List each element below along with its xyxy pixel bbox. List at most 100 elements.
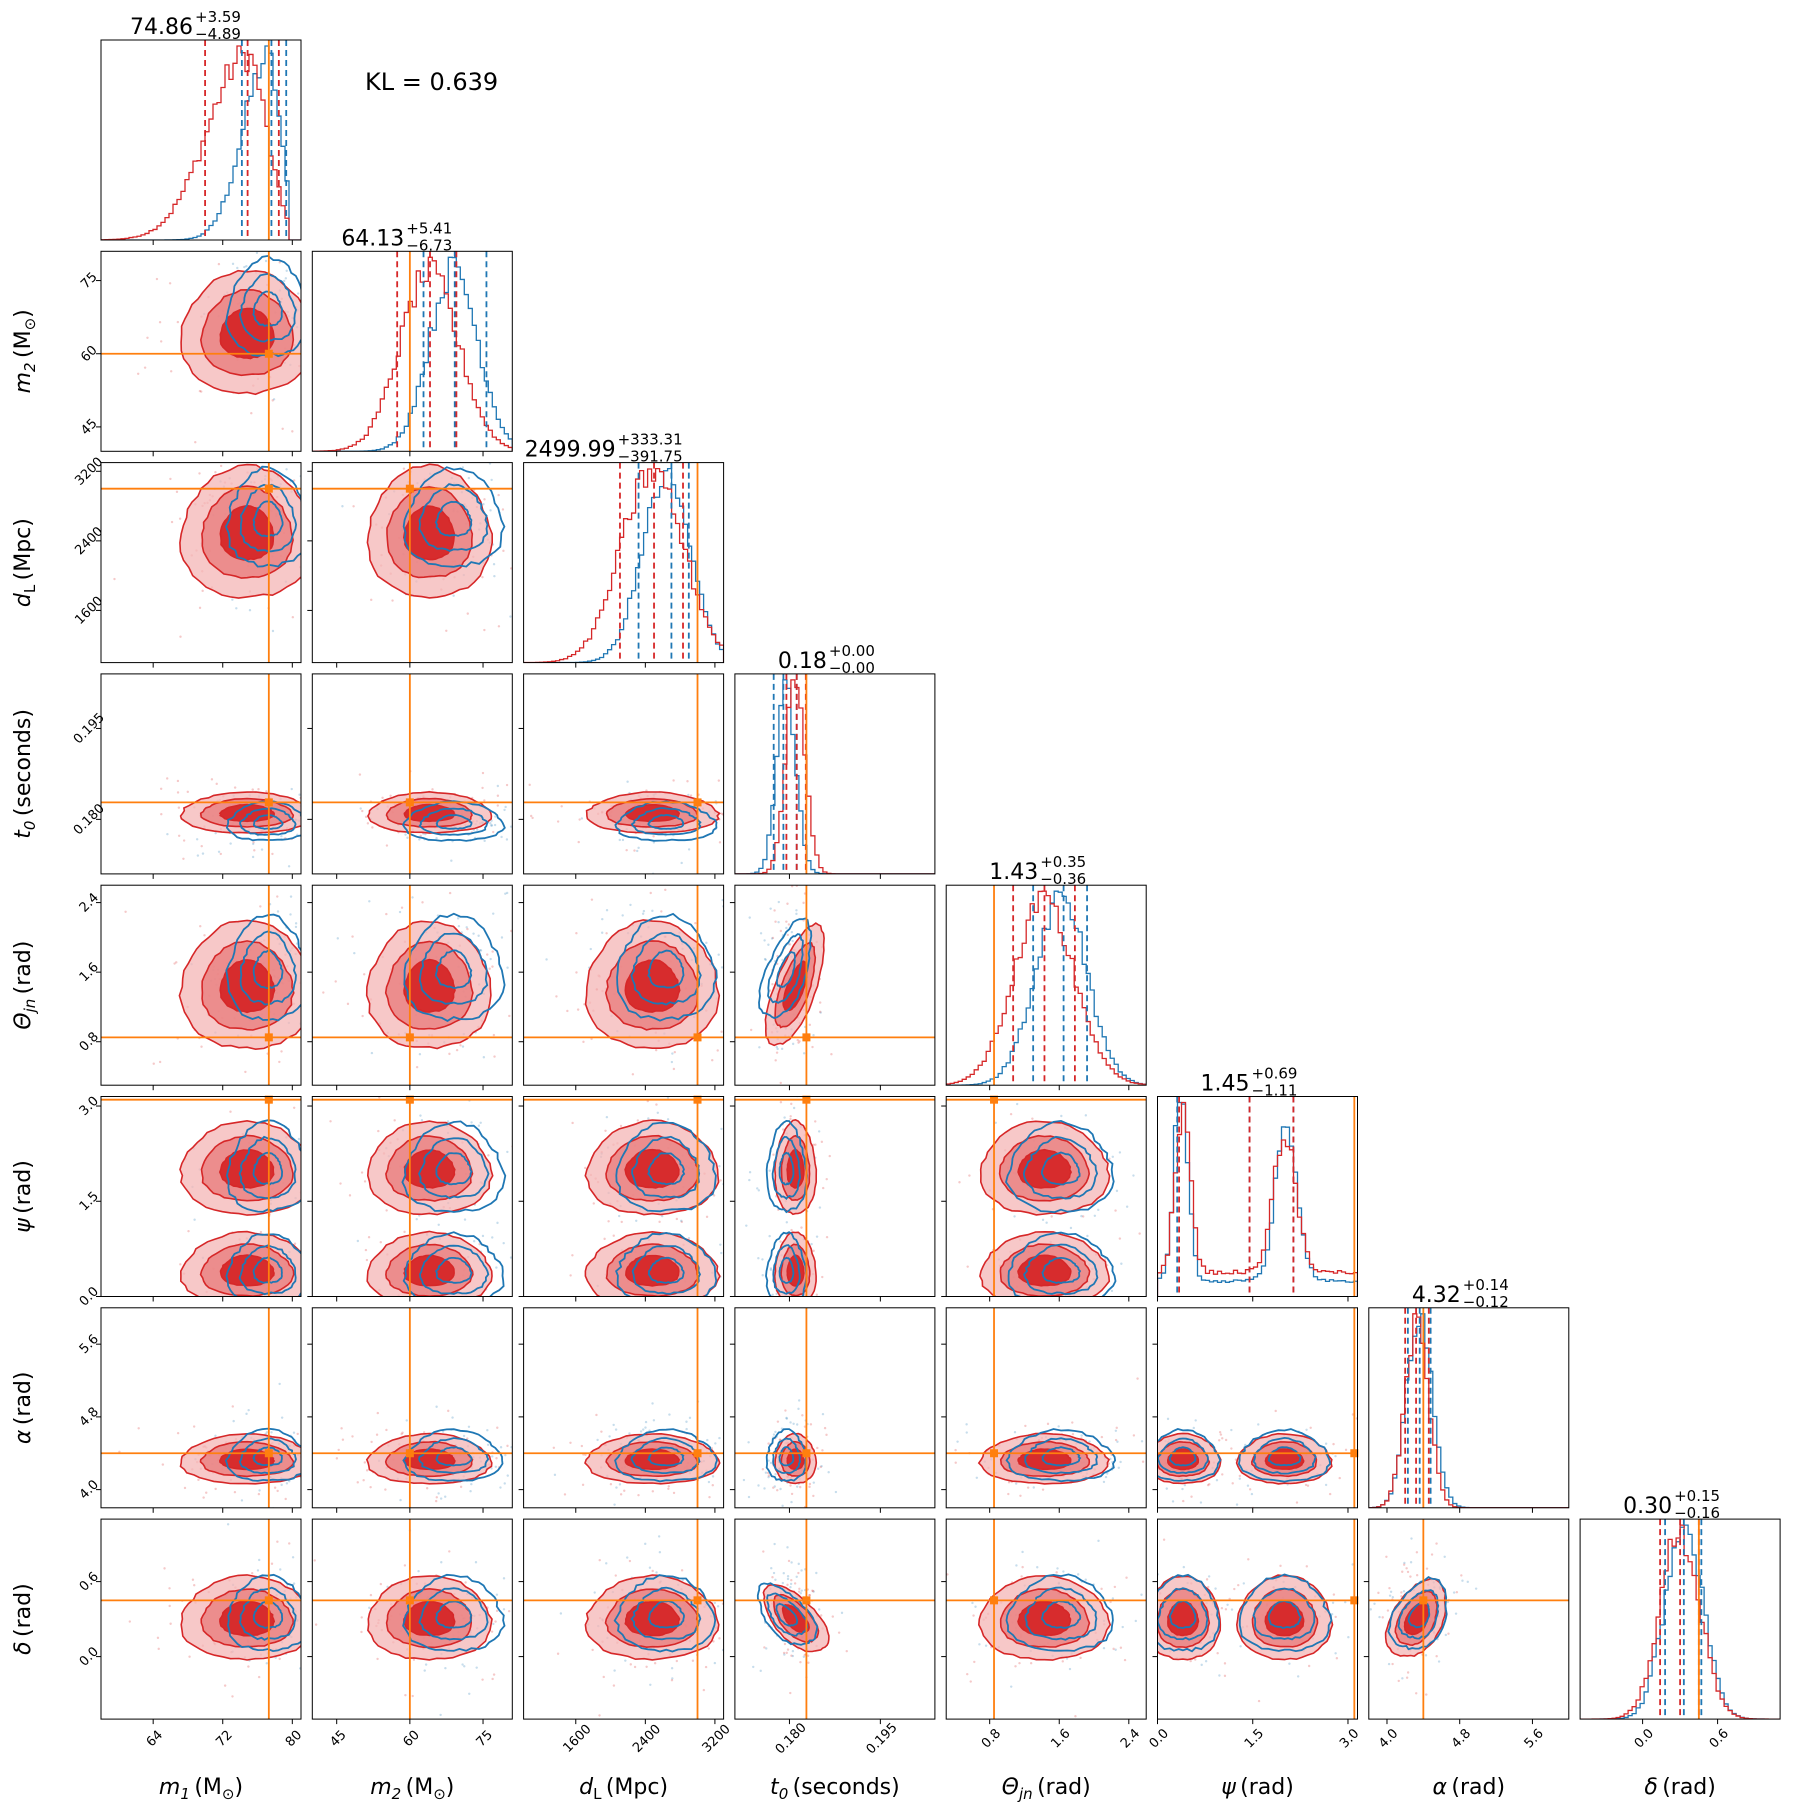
sample-point — [294, 925, 298, 929]
sample-point — [667, 1487, 670, 1490]
sample-point — [705, 1215, 709, 1219]
sample-point — [365, 1258, 369, 1262]
sample-point — [1132, 1174, 1135, 1177]
sample-point — [1112, 1647, 1115, 1651]
y-tick-label: 45 — [78, 416, 100, 438]
sample-point — [1151, 1450, 1153, 1452]
sample-point — [782, 1651, 786, 1655]
sample-point — [272, 398, 276, 401]
sample-point — [786, 1546, 789, 1549]
sample-point — [483, 799, 486, 802]
sample-point — [718, 841, 722, 844]
sample-point — [236, 266, 239, 270]
sample-point — [1192, 1426, 1195, 1430]
sample-point — [351, 935, 354, 938]
sample-point — [566, 1009, 569, 1013]
sample-point — [1409, 1575, 1412, 1578]
sample-point — [503, 808, 506, 812]
sample-point — [214, 216, 216, 218]
sample-point — [513, 967, 515, 969]
sample-point — [615, 1486, 618, 1489]
sample-point — [780, 1047, 784, 1051]
sample-point — [655, 1103, 658, 1106]
sample-point — [305, 1642, 307, 1644]
sample-point — [768, 871, 770, 873]
sample-point — [137, 1427, 140, 1430]
sample-point — [247, 1408, 250, 1412]
sample-point — [489, 957, 492, 961]
sample-point — [799, 1660, 802, 1664]
sample-point — [1246, 1484, 1250, 1487]
sample-point — [625, 1315, 627, 1317]
sample-point — [365, 1498, 367, 1500]
sample-point — [301, 1653, 303, 1655]
sample-point — [468, 1692, 471, 1695]
sample-point — [783, 1653, 786, 1656]
sample-point — [1115, 1609, 1117, 1611]
sample-point — [315, 277, 317, 279]
sample-point — [644, 1426, 647, 1429]
sample-point — [626, 780, 629, 783]
sample-point — [631, 1073, 635, 1076]
sample-point — [1151, 1471, 1153, 1473]
sample-point — [476, 828, 479, 831]
sample-point — [492, 1673, 496, 1676]
sample-point — [494, 1465, 498, 1468]
sample-point — [439, 1497, 443, 1500]
sample-point — [1381, 1616, 1384, 1619]
sample-point — [1206, 1483, 1210, 1487]
sample-point — [344, 1216, 346, 1218]
sample-point — [276, 910, 280, 913]
sample-point — [194, 441, 197, 444]
sample-point — [829, 1299, 831, 1301]
sample-point — [302, 1164, 304, 1166]
sample-point — [1328, 1492, 1332, 1496]
sample-point — [785, 1416, 788, 1420]
sample-point — [792, 1106, 796, 1110]
sample-point — [675, 1217, 679, 1221]
sample-point — [845, 1649, 848, 1653]
sample-point — [381, 796, 384, 799]
blue-contour — [758, 917, 813, 1019]
panel-frame — [1368, 1518, 1570, 1720]
sample-point — [315, 519, 317, 521]
sample-point — [954, 1448, 957, 1452]
sample-point — [1050, 1215, 1053, 1218]
sample-point — [322, 991, 325, 994]
sample-point — [302, 1228, 304, 1230]
sample-point — [329, 1120, 332, 1123]
sample-point — [779, 1487, 782, 1491]
sample-point — [1269, 1512, 1271, 1514]
sample-point — [1415, 1573, 1419, 1577]
sample-point — [325, 1613, 327, 1615]
sample-point — [704, 1665, 708, 1669]
sample-point — [1230, 1447, 1233, 1450]
sample-point — [170, 520, 174, 524]
sample-point — [306, 1396, 308, 1398]
sample-point — [333, 393, 335, 395]
sample-point — [199, 924, 202, 928]
sample-point — [671, 1052, 674, 1055]
sample-point — [790, 1578, 793, 1582]
sample-point — [795, 1485, 799, 1488]
sample-point — [1257, 1699, 1261, 1703]
sample-point — [1460, 1574, 1463, 1577]
sample-point — [787, 1559, 791, 1563]
sample-point — [786, 1583, 789, 1587]
sample-point — [399, 1498, 402, 1502]
truth-marker — [802, 1095, 811, 1104]
sample-point — [774, 920, 777, 923]
sample-point — [1062, 1309, 1064, 1311]
sample-point — [257, 1675, 261, 1679]
sample-point — [686, 780, 689, 783]
sample-point — [837, 1631, 841, 1634]
sample-point — [520, 1628, 522, 1630]
sample-point — [292, 1582, 296, 1585]
sample-point — [731, 1651, 733, 1653]
y-tick-label: 75 — [78, 270, 100, 292]
sample-point — [519, 1591, 521, 1593]
sample-point — [477, 934, 480, 937]
sample-point — [1121, 1427, 1123, 1429]
sample-point — [481, 1234, 485, 1238]
blue-contour — [776, 950, 796, 989]
